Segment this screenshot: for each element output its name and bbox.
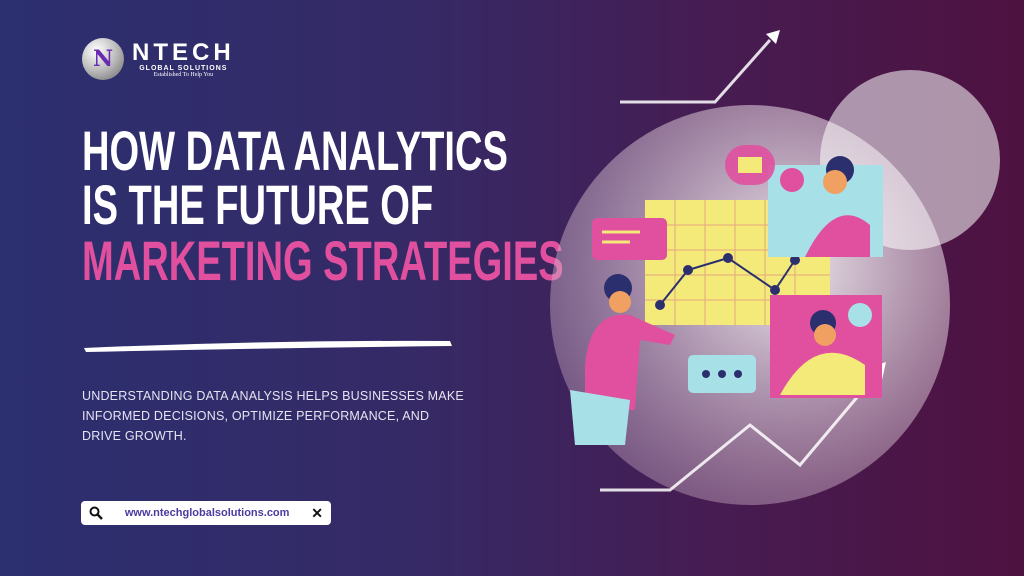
headline-line-2: IS THE FUTURE OF (82, 173, 434, 236)
logo-brand: NTECH (132, 38, 235, 66)
trend-arrow-top (620, 39, 772, 104)
speech-bubble (592, 218, 667, 260)
headline-line-3: MARKETING STRATEGIES (82, 229, 564, 292)
logo-globe-icon: N (82, 38, 124, 80)
brush-stroke-divider (84, 340, 452, 352)
person-figure (585, 314, 675, 410)
search-bar[interactable]: www.ntechglobalsolutions.com ✕ (81, 501, 331, 525)
close-icon[interactable]: ✕ (311, 504, 323, 521)
analytics-illustration (550, 30, 1000, 505)
search-input[interactable]: www.ntechglobalsolutions.com (124, 507, 290, 519)
headline: HOW DATA ANALYTICS IS THE FUTURE OF MARK… (82, 119, 564, 292)
description: UNDERSTANDING DATA ANALYSIS HELPS BUSINE… (82, 389, 464, 443)
search-icon[interactable] (89, 506, 103, 520)
trend-arrow-bottom (600, 369, 882, 492)
logo-tagline: Established To Help You (153, 71, 214, 78)
headline-line-1: HOW DATA ANALYTICS (82, 119, 508, 182)
logo-subtitle: GLOBAL SOLUTIONS (139, 64, 228, 72)
logo: N NTECH GLOBAL SOLUTIONS Established To … (82, 38, 235, 80)
